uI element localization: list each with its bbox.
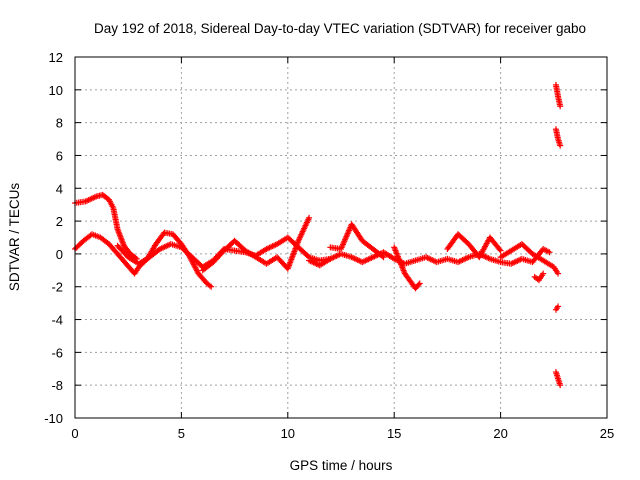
y-tick-label: 4 bbox=[56, 181, 63, 196]
data-point bbox=[496, 246, 503, 253]
y-tick-label: 0 bbox=[56, 247, 63, 262]
y-tick-label: 6 bbox=[56, 148, 63, 163]
x-tick-label: 25 bbox=[600, 426, 614, 441]
x-tick-label: 5 bbox=[178, 426, 185, 441]
y-tick-label: 2 bbox=[56, 214, 63, 229]
data-point bbox=[546, 249, 553, 256]
tick-layer bbox=[74, 56, 608, 419]
grid-layer bbox=[75, 57, 607, 418]
y-tick-label: 10 bbox=[49, 83, 63, 98]
x-tick-label: 0 bbox=[71, 426, 78, 441]
data-points bbox=[72, 81, 564, 389]
data-point bbox=[416, 280, 423, 287]
y-tick-label: -2 bbox=[51, 280, 63, 295]
data-point bbox=[379, 253, 386, 260]
y-tick-labels: -10 -8 -6 -4 -2 0 2 4 6 8 10 12 bbox=[44, 50, 63, 426]
data-point bbox=[415, 281, 422, 288]
data-point bbox=[306, 214, 313, 221]
data-point bbox=[380, 254, 387, 261]
y-axis-label: SDTVAR / TECUs bbox=[7, 183, 22, 292]
data-point bbox=[557, 142, 564, 149]
y-tick-label: -4 bbox=[51, 313, 63, 328]
x-tick-label: 10 bbox=[281, 426, 295, 441]
y-tick-label: -10 bbox=[44, 411, 63, 426]
chart-title: Day 192 of 2018, Sidereal Day-to-day VTE… bbox=[94, 21, 586, 36]
y-tick-label: -6 bbox=[51, 345, 63, 360]
data-point bbox=[555, 303, 562, 310]
data-point bbox=[557, 382, 564, 389]
data-point bbox=[208, 283, 215, 290]
plot-frame bbox=[74, 56, 608, 419]
y-tick-label: 8 bbox=[56, 116, 63, 131]
data-point bbox=[497, 247, 504, 254]
data-point bbox=[540, 270, 547, 277]
y-tick-label: -8 bbox=[51, 378, 63, 393]
x-tick-label: 20 bbox=[493, 426, 507, 441]
data-point bbox=[555, 270, 562, 277]
y-tick-label: 12 bbox=[49, 50, 63, 65]
x-tick-label: 15 bbox=[387, 426, 401, 441]
x-axis-label: GPS time / hours bbox=[290, 458, 393, 473]
data-point bbox=[557, 103, 564, 110]
x-tick-labels: 0 5 10 15 20 25 bbox=[71, 426, 614, 441]
